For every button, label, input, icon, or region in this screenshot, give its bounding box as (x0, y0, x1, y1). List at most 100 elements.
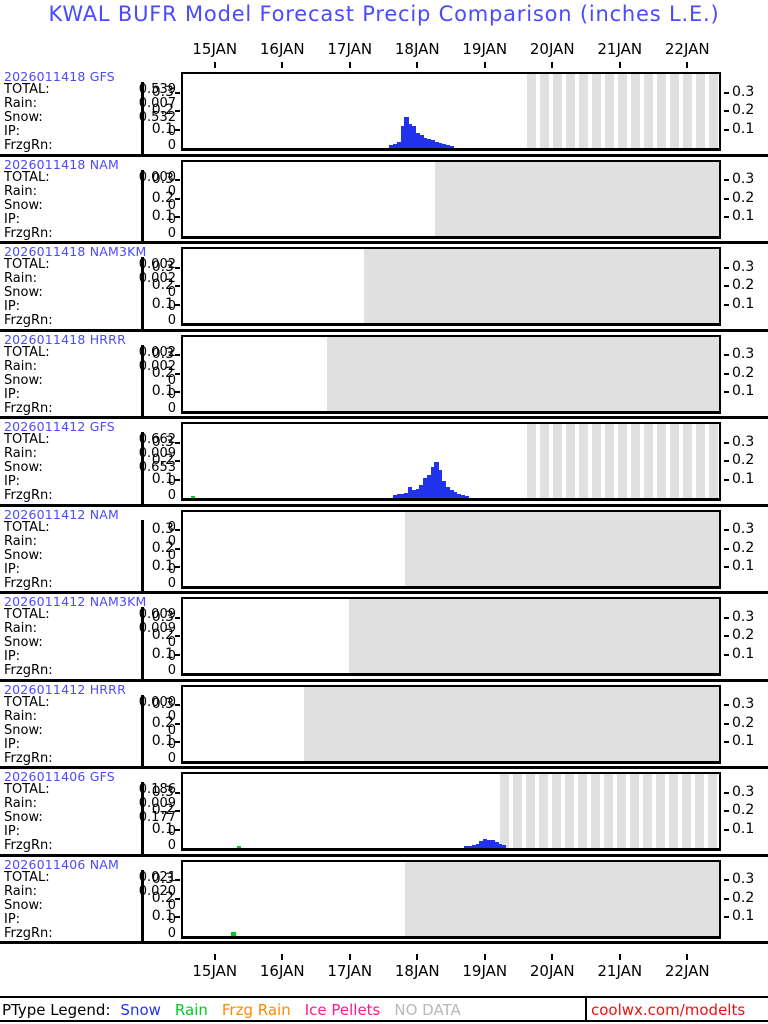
y-tick-mark (724, 529, 729, 531)
y-tick-label: 0.1 (151, 820, 174, 837)
stat-value: 0.662 (138, 432, 176, 447)
y-tick-mark (175, 722, 180, 725)
precip-bar-snow (404, 492, 409, 498)
y-tick-mark (724, 722, 729, 725)
y-tick-mark (175, 372, 180, 375)
precip-bar-snow (468, 845, 473, 848)
precip-bar-snow (464, 846, 469, 848)
info-separator (141, 607, 144, 680)
y-axis-right: 0.3 0.2 0.1 (723, 769, 768, 857)
stat-value: 0.000 (138, 169, 176, 185)
stat-value: 0.539 (138, 82, 176, 97)
plot-inner (183, 774, 719, 848)
stat-value: 0 (167, 197, 176, 213)
total-row: TOTAL: 0 (4, 519, 176, 535)
y-tick-mark (724, 635, 729, 637)
credit-link[interactable]: coolwx.com/modelts (591, 1001, 746, 1019)
total-row: TOTAL: 0.009 (4, 607, 176, 622)
y-tick-mark (175, 791, 180, 794)
ip-row: IP: 0 (4, 649, 176, 664)
precip-bar-snow (404, 116, 409, 148)
stat-label: FrzgRn: (4, 225, 53, 241)
stat-label: IP: (4, 649, 21, 664)
stat-value: 0 (167, 925, 176, 941)
stat-value: 0 (167, 488, 176, 503)
y-tick-label: 0.3 (151, 433, 174, 450)
date-tick-mark (348, 954, 351, 960)
y-tick-mark (175, 529, 180, 531)
y-tick-label: 0.2 (732, 452, 755, 468)
no-data-region (434, 161, 719, 236)
plot-area (181, 509, 721, 589)
y-tick-mark (724, 128, 729, 131)
y-tick-label: 0.1 (151, 295, 174, 312)
panel-divider (0, 591, 768, 594)
precip-bars (183, 687, 719, 761)
run-label: 2026011418 HRRR (4, 331, 126, 347)
y-axis-left: 0.3 0.2 0.1 (146, 857, 180, 945)
y-tick-mark (724, 179, 729, 181)
panel-divider (0, 678, 768, 682)
y-tick-label: 0.1 (732, 120, 755, 137)
y-tick-mark (175, 547, 180, 550)
y-tick-label: 0.1 (151, 383, 174, 399)
date-tick-label: 16JAN (259, 40, 305, 58)
info-separator (141, 694, 144, 768)
y-tick-mark (724, 704, 729, 706)
info-separator (141, 344, 144, 418)
date-tick-mark (483, 62, 486, 68)
stat-label: FrzgRn: (4, 138, 53, 153)
y-axis-left: 0.3 0.2 0.1 (146, 69, 180, 157)
y-tick-mark (175, 216, 180, 218)
legend-divider (585, 998, 587, 1022)
stat-value: 0 (167, 299, 176, 314)
precip-bar-snow (423, 137, 428, 148)
stat-value: 0.002 (138, 257, 176, 272)
snow-row: Snow: 0.177 (4, 810, 176, 825)
legend-item-no-data: NO DATA (394, 1001, 461, 1019)
page-title: KWAL BUFR Model Forecast Precip Comparis… (48, 2, 720, 26)
ptype-legend: PType Legend: Snow Rain Frzg Rain Ice Pe… (0, 996, 768, 1022)
stat-value: 0.009 (138, 446, 176, 461)
stat-label: TOTAL: (4, 82, 50, 97)
y-tick-mark (724, 547, 729, 550)
stat-label: IP: (4, 474, 21, 489)
y-tick-label: 0.1 (151, 208, 174, 224)
precip-bar-snow (486, 840, 492, 848)
y-axis-right: 0.3 0.2 0.1 (723, 157, 768, 245)
info-separator (141, 519, 144, 593)
frzgrn-row: FrzgRn: 0 (4, 838, 176, 853)
stat-label: IP: (4, 299, 21, 314)
precip-bar-snow (426, 474, 432, 498)
stat-value: 0 (167, 519, 176, 535)
y-tick-mark (724, 266, 729, 269)
stat-label: IP: (4, 386, 21, 402)
date-tick-label: 18JAN (394, 40, 440, 58)
stat-label: TOTAL: (4, 432, 50, 447)
date-axis-bottom-ticks (181, 954, 721, 960)
stat-label: Rain: (4, 708, 37, 724)
precip-bar-snow (396, 494, 402, 498)
run-label: 2026011406 NAM (4, 856, 119, 872)
precip-bar-snow (419, 135, 424, 148)
y-tick-label: 0.3 (732, 83, 755, 100)
stat-value: 0.002 (138, 271, 176, 286)
precip-bar-snow (438, 142, 443, 148)
precip-bar-snow (464, 495, 469, 498)
plot-inner (183, 424, 719, 498)
stat-value: 0.532 (138, 110, 176, 125)
stat-value: 0 (167, 474, 176, 489)
precip-bar-snow (423, 477, 428, 498)
precip-bar-snow (389, 145, 394, 148)
stat-label: FrzgRn: (4, 575, 53, 591)
y-tick-label: 0.3 (732, 783, 755, 800)
y-tick-label: 0.3 (151, 346, 174, 362)
y-tick-label: 0.1 (151, 558, 174, 574)
precip-bar-snow (408, 123, 413, 148)
stat-value: 0 (167, 225, 176, 241)
date-axis-top: 15JAN 16JAN 17JAN 18JAN 19JAN 20JAN 21JAN 22JAN (181, 40, 721, 62)
snow-row: Snow: 0.532 (4, 110, 176, 125)
y-tick-mark (175, 266, 180, 269)
precip-bar-snow (415, 133, 420, 148)
stat-label: Snow: (4, 372, 43, 388)
